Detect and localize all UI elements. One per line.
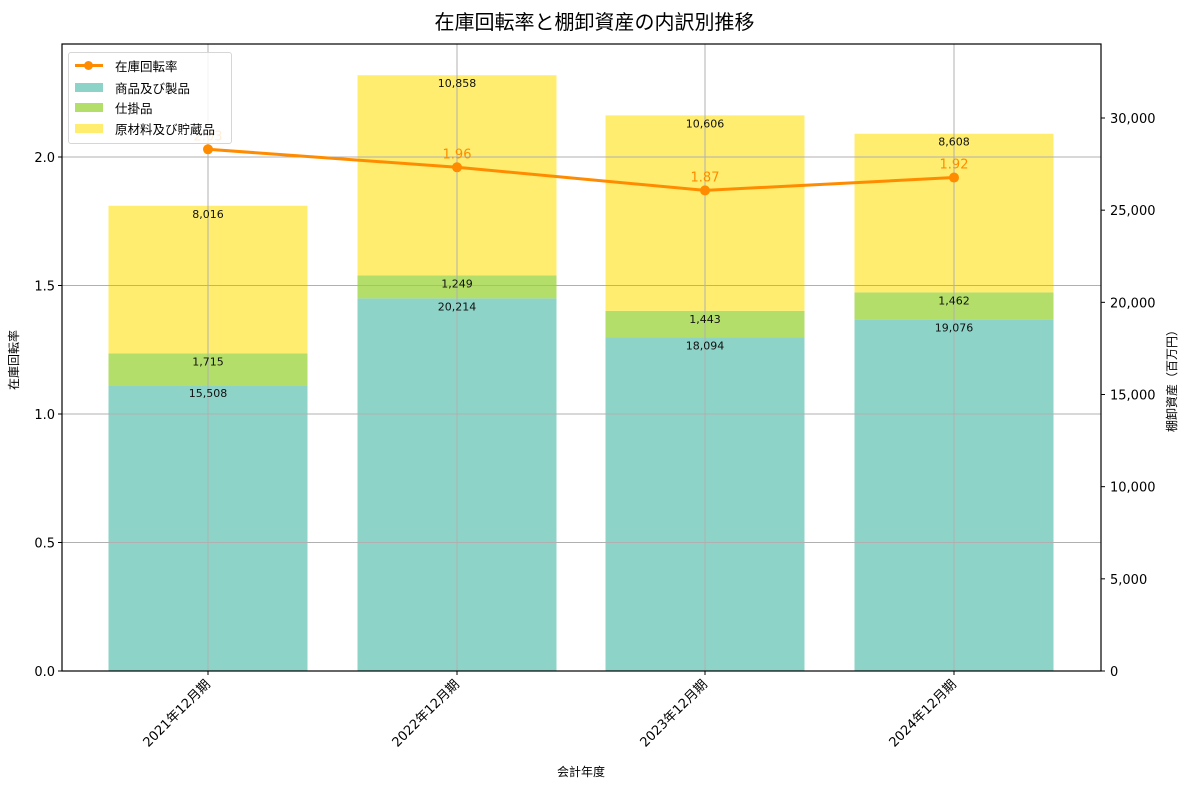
legend-item-products: 商品及び製品 bbox=[75, 77, 190, 97]
legend-item-wip: 仕掛品 bbox=[75, 97, 153, 117]
y-right-tick-label: 5,000 bbox=[1110, 573, 1147, 588]
bar-value-label: 10,858 bbox=[438, 77, 477, 90]
color-swatch-icon bbox=[75, 82, 103, 92]
y-right-tick-label: 15,000 bbox=[1110, 389, 1156, 404]
bars-layer bbox=[108, 75, 1054, 671]
y-left-tick-label: 1.5 bbox=[34, 280, 55, 295]
x-tick-label: 2024年12月期 bbox=[887, 677, 960, 750]
line-marker-icon bbox=[75, 60, 103, 70]
y-right-tick-label: 10,000 bbox=[1110, 481, 1156, 496]
color-swatch-icon bbox=[75, 102, 103, 112]
color-swatch-icon bbox=[75, 123, 103, 133]
line-value-label: 1.96 bbox=[443, 147, 472, 162]
line-value-label: 1.87 bbox=[691, 170, 720, 185]
y-left-tick-label: 0.5 bbox=[34, 537, 55, 552]
line-marker bbox=[452, 162, 462, 173]
x-tick-label: 2022年12月期 bbox=[390, 677, 463, 750]
x-tick-label: 2021年12月期 bbox=[141, 677, 214, 750]
bar-value-label: 18,094 bbox=[686, 339, 725, 352]
line-value-label: 1.92 bbox=[940, 158, 969, 173]
legend-item-turnover: 在庫回転率 bbox=[75, 55, 178, 75]
y-axis-right-label: 棚卸資産（百万円） bbox=[1164, 324, 1179, 432]
legend: 在庫回転率 商品及び製品 仕掛品 原材料及び貯蔵品 bbox=[68, 52, 232, 144]
y-left-tick-label: 1.0 bbox=[34, 408, 55, 423]
line-marker bbox=[700, 185, 710, 196]
y-axis-left-label: 在庫回転率 bbox=[6, 330, 21, 390]
bar-value-label: 1,249 bbox=[441, 277, 473, 290]
y-right-tick-label: 25,000 bbox=[1110, 204, 1156, 219]
line-marker bbox=[949, 172, 959, 183]
y-right-tick-label: 20,000 bbox=[1110, 296, 1156, 311]
bar-value-label: 1,715 bbox=[192, 356, 224, 369]
y-right-tick-label: 30,000 bbox=[1110, 112, 1156, 127]
bar-value-label: 8,608 bbox=[938, 136, 970, 149]
bar-value-label: 15,508 bbox=[189, 387, 228, 400]
bar-labels-layer: 15,508 1,715 8,016 20,214 1,249 10,858 18,094 1… bbox=[189, 77, 974, 400]
legend-label: 原材料及び貯蔵品 bbox=[115, 121, 216, 137]
y-left-tick-label: 2.0 bbox=[34, 151, 55, 166]
turnover-line-layer: 2.031.961.871.92 bbox=[194, 129, 969, 196]
legend-item-materials: 原材料及び貯蔵品 bbox=[75, 118, 215, 138]
bar-value-label: 19,076 bbox=[935, 321, 974, 334]
legend-label: 商品及び製品 bbox=[115, 80, 191, 96]
y-right-tick-label: 0 bbox=[1110, 665, 1118, 680]
turnover-line bbox=[207, 147, 955, 192]
x-axis-label: 会計年度 bbox=[557, 764, 605, 779]
y-left-tick-label: 0.0 bbox=[34, 665, 55, 680]
bar-value-label: 8,016 bbox=[192, 208, 224, 221]
legend-label: 仕掛品 bbox=[115, 100, 153, 116]
bar-value-label: 20,214 bbox=[438, 300, 477, 313]
legend-label: 在庫回転率 bbox=[115, 58, 178, 74]
bar-value-label: 1,462 bbox=[938, 294, 970, 307]
bar-value-label: 10,606 bbox=[686, 117, 725, 130]
x-tick-label: 2023年12月期 bbox=[638, 677, 711, 750]
chart-title: 在庫回転率と棚卸資産の内訳別推移 bbox=[434, 10, 755, 34]
axes-frame bbox=[61, 43, 1102, 672]
bar-value-label: 1,443 bbox=[689, 313, 721, 326]
line-marker bbox=[203, 144, 213, 155]
